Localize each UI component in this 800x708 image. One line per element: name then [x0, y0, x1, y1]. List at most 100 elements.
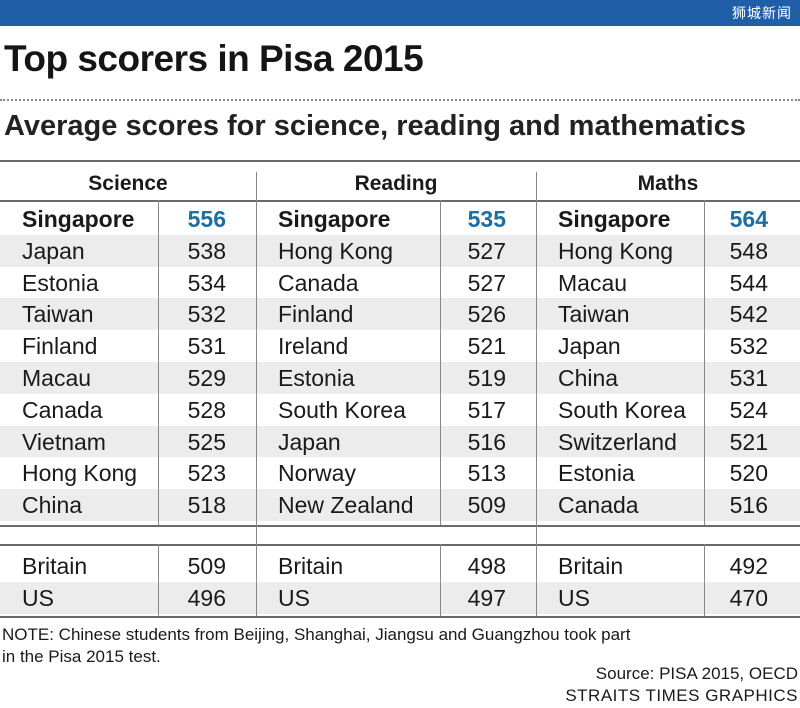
other-country: US — [278, 584, 310, 611]
ranked-country: Hong Kong — [22, 460, 138, 487]
row-band — [0, 234, 800, 267]
other-score: 509 — [187, 553, 226, 579]
column-separator — [256, 172, 257, 616]
ranked-score: 521 — [729, 428, 768, 455]
table-rule — [0, 525, 800, 527]
table-rule — [0, 616, 800, 618]
score-separator — [704, 200, 705, 525]
ranked-country: Estonia — [278, 365, 355, 391]
other-score: 496 — [187, 584, 226, 611]
other-score: 497 — [467, 584, 506, 611]
source-line: Source: PISA 2015, OECD — [595, 664, 798, 683]
ranked-score: 525 — [187, 428, 226, 455]
ranked-score: 538 — [187, 237, 226, 264]
ranked-score: 509 — [467, 492, 506, 519]
other-score: 498 — [467, 553, 506, 579]
ranked-score: 534 — [187, 269, 226, 296]
ranked-country: Canada — [22, 396, 103, 423]
ranked-country: Singapore — [558, 206, 671, 232]
column-header-science: Science — [88, 172, 168, 195]
ranked-score: 531 — [187, 333, 226, 360]
ranked-score: 529 — [187, 365, 226, 391]
ranked-country: Macau — [22, 365, 92, 391]
ranked-score: 528 — [187, 396, 226, 423]
ranked-country: Japan — [22, 237, 85, 264]
ranked-score: 542 — [729, 301, 768, 328]
score-separator — [158, 544, 159, 616]
ranked-country: South Korea — [278, 396, 406, 423]
other-score: 492 — [729, 553, 768, 579]
top-color-bar: 狮城新闻 — [0, 0, 800, 26]
ranked-score: 526 — [467, 301, 506, 328]
ranked-score: 518 — [187, 492, 226, 519]
ranked-country: Estonia — [22, 269, 99, 296]
column-header-reading: Reading — [354, 172, 438, 195]
ranked-country: Singapore — [278, 206, 391, 232]
ranked-country: Switzerland — [558, 428, 677, 455]
table-rule — [0, 200, 800, 202]
ranked-score: 513 — [467, 460, 506, 487]
ranked-score: 524 — [729, 396, 768, 423]
ranked-country: Estonia — [558, 460, 635, 487]
ranked-score: 523 — [187, 460, 226, 487]
footnote: NOTE: Chinese students from Beijing, Sha… — [2, 625, 631, 666]
score-separator — [440, 200, 441, 525]
row-band — [0, 362, 800, 394]
title-divider — [0, 99, 800, 101]
chart-title: Top scorers in Pisa 2015 — [4, 38, 424, 79]
ranked-score: 517 — [467, 396, 506, 423]
ranked-score: 521 — [467, 333, 506, 360]
ranked-score: 548 — [729, 237, 768, 264]
ranked-country: China — [22, 492, 83, 519]
ranked-score: 527 — [467, 269, 506, 296]
ranked-score: 516 — [467, 428, 506, 455]
credit-line: STRAITS TIMES GRAPHICS — [565, 686, 798, 705]
other-country: Britain — [278, 553, 344, 579]
other-score: 470 — [729, 584, 768, 611]
ranked-country: Finland — [22, 333, 98, 360]
ranked-score: 544 — [729, 269, 768, 296]
row-band — [0, 489, 800, 521]
ranked-country: Japan — [558, 333, 621, 360]
ranked-score: 520 — [729, 460, 768, 487]
ranked-score: 564 — [729, 206, 768, 232]
other-country: Britain — [22, 553, 88, 579]
score-separator — [704, 544, 705, 616]
ranked-country: Japan — [278, 428, 341, 455]
ranked-score: 532 — [729, 333, 768, 360]
score-separator — [158, 200, 159, 525]
ranked-country: South Korea — [558, 396, 686, 423]
ranked-country: Hong Kong — [278, 237, 394, 264]
ranked-country: China — [558, 365, 619, 391]
table-rule — [0, 160, 800, 162]
other-country: US — [22, 584, 54, 611]
ranked-score: 519 — [467, 365, 506, 391]
ranked-score: 516 — [729, 492, 768, 519]
ranked-country: Taiwan — [558, 301, 630, 328]
other-country: Britain — [558, 553, 624, 579]
ranked-country: Hong Kong — [558, 237, 674, 264]
column-separator — [536, 172, 537, 616]
ranked-country: Taiwan — [22, 301, 94, 328]
table-rule — [0, 544, 800, 546]
ranked-country: Canada — [558, 492, 639, 519]
ranked-country: Canada — [278, 269, 359, 296]
ranked-score: 556 — [187, 206, 226, 232]
ranked-score: 527 — [467, 237, 506, 264]
ranked-score: 531 — [729, 365, 768, 391]
ranked-country: New Zealand — [278, 492, 414, 519]
chart-subtitle: Average scores for science, reading and … — [4, 110, 746, 142]
row-band — [0, 298, 800, 331]
ranked-country: Vietnam — [22, 428, 106, 455]
ranked-score: 535 — [467, 206, 506, 232]
ranked-country: Macau — [558, 269, 628, 296]
ranked-country: Ireland — [278, 333, 349, 360]
other-country: US — [558, 584, 590, 611]
column-header-maths: Maths — [637, 172, 699, 195]
row-band — [0, 581, 800, 614]
row-band — [0, 425, 800, 458]
score-separator — [440, 544, 441, 616]
watermark-text: 狮城新闻 — [732, 6, 792, 22]
ranked-country: Norway — [278, 460, 356, 487]
ranked-country: Finland — [278, 301, 354, 328]
